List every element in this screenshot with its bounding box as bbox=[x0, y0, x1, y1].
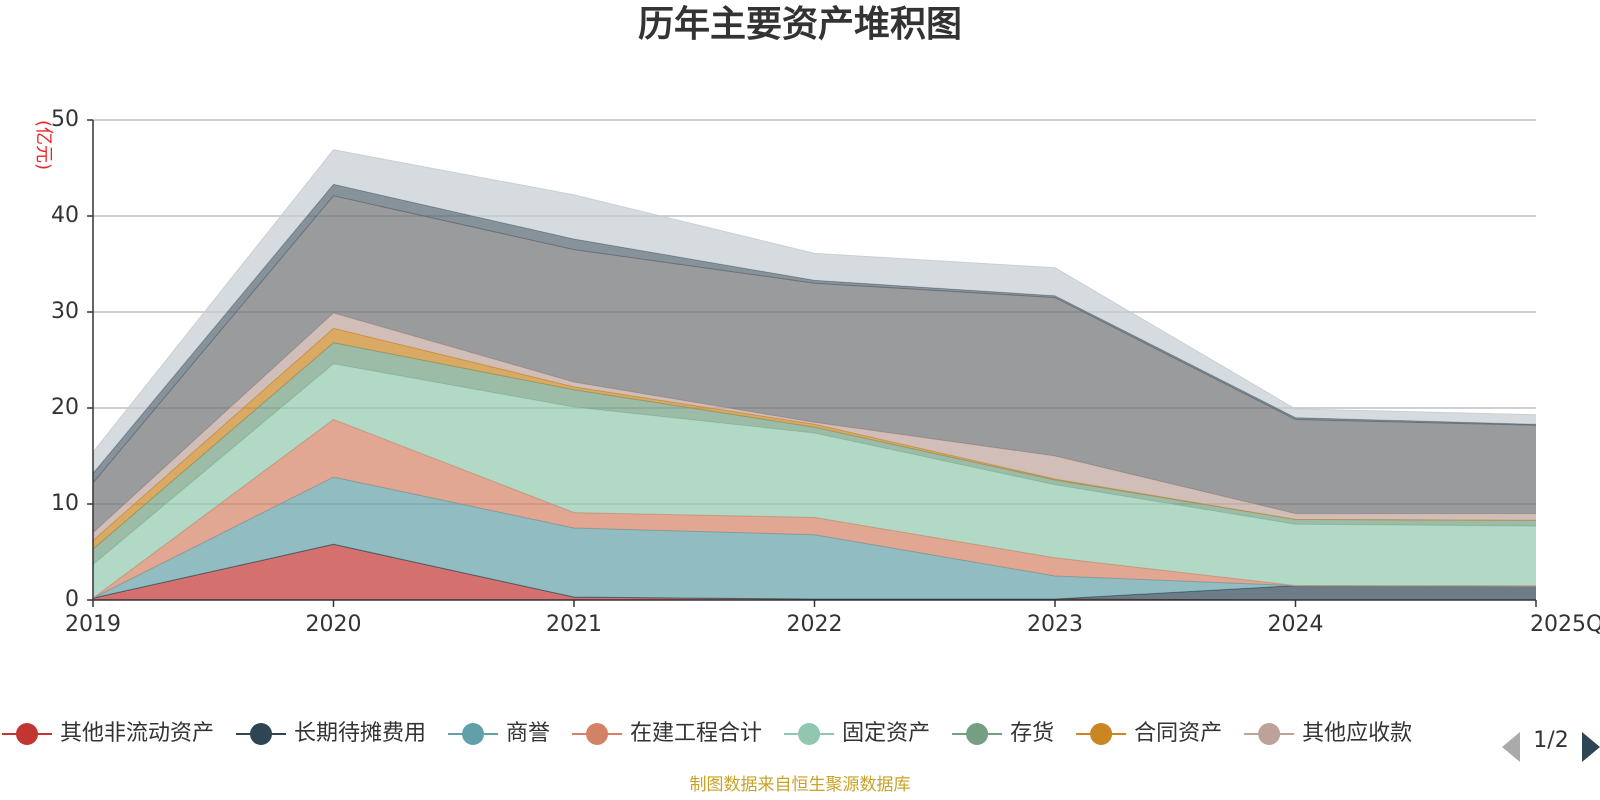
legend-item[interactable]: 合同资产 bbox=[1076, 721, 1222, 746]
legend-label: 存货 bbox=[1010, 721, 1054, 746]
legend-marker-icon bbox=[798, 723, 821, 745]
legend-next-icon[interactable] bbox=[1582, 732, 1600, 762]
legend-page-indicator: 1/2 bbox=[1533, 728, 1568, 753]
x-tick-label: 2022 bbox=[787, 612, 843, 637]
chart-title: 历年主要资产堆积图 bbox=[638, 4, 962, 45]
legend-pager: 1/2 bbox=[1502, 728, 1600, 762]
legend-label: 其他非流动资产 bbox=[60, 721, 214, 746]
legend-item[interactable]: 存货 bbox=[952, 721, 1054, 746]
legend-marker-icon bbox=[250, 723, 273, 745]
legend-label: 合同资产 bbox=[1134, 721, 1222, 746]
area-series-2 bbox=[93, 477, 1536, 599]
legend-item[interactable]: 其他非流动资产 bbox=[2, 721, 214, 746]
axes: 0 10 20 30 40 50 2019 2020 2021 2022 2023 2024 2025Q… bbox=[51, 107, 1600, 637]
area-series-4 bbox=[93, 363, 1536, 599]
x-tick-label: 2023 bbox=[1027, 612, 1083, 637]
y-tick-label: 40 bbox=[51, 203, 79, 228]
y-unit-label: (亿元) bbox=[33, 120, 54, 170]
x-tick-label: 2019 bbox=[65, 612, 121, 637]
area-series-0 bbox=[93, 544, 1536, 600]
y-tick-label: 0 bbox=[65, 587, 79, 612]
area-series-8 bbox=[93, 195, 1536, 533]
data-source-note: 制图数据来自恒生聚源数据库 bbox=[690, 775, 911, 795]
area-series-line-10 bbox=[92, 149, 1537, 453]
legend-item[interactable]: 其他应收款 bbox=[1244, 721, 1412, 746]
legend-item[interactable]: 在建工程合计 bbox=[572, 721, 762, 746]
legend-label: 其他应收款 bbox=[1302, 721, 1412, 746]
y-tick-label: 50 bbox=[51, 107, 79, 132]
y-tick-label: 30 bbox=[51, 299, 79, 324]
legend-item[interactable]: 长期待摊费用 bbox=[236, 721, 426, 746]
area-series-1 bbox=[93, 544, 1536, 600]
legend-item[interactable]: 固定资产 bbox=[784, 721, 930, 746]
legend-marker-icon bbox=[966, 723, 989, 745]
legend-label: 固定资产 bbox=[842, 721, 930, 746]
area-series-7 bbox=[93, 313, 1536, 541]
x-tick-label: 2021 bbox=[546, 612, 602, 637]
legend-marker-icon bbox=[1090, 723, 1113, 745]
legend: 其他非流动资产 长期待摊费用 商誉 在建工程合计 固定资产 存货 合同资产 其他应收款 bbox=[2, 721, 1412, 746]
x-tick-label: 2025Q1-Q3 bbox=[1530, 612, 1600, 637]
x-tick-label: 2024 bbox=[1268, 612, 1324, 637]
area-series bbox=[92, 149, 1537, 601]
x-tick-label: 2020 bbox=[306, 612, 362, 637]
legend-item[interactable]: 商誉 bbox=[448, 721, 550, 746]
legend-marker-icon bbox=[586, 723, 609, 745]
y-tick-label: 10 bbox=[51, 491, 79, 516]
legend-label: 长期待摊费用 bbox=[294, 721, 426, 746]
legend-label: 在建工程合计 bbox=[630, 721, 762, 746]
legend-marker-icon bbox=[1258, 723, 1281, 745]
legend-label: 商誉 bbox=[506, 721, 550, 746]
y-tick-label: 20 bbox=[51, 395, 79, 420]
legend-marker-icon bbox=[16, 723, 38, 745]
legend-prev-icon[interactable] bbox=[1502, 732, 1520, 762]
legend-marker-icon bbox=[462, 723, 485, 745]
